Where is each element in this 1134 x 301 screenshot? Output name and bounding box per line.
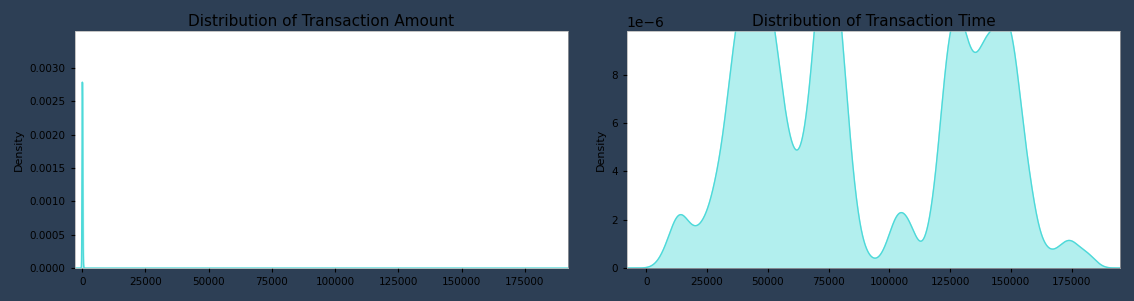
- Y-axis label: Density: Density: [595, 129, 606, 171]
- Y-axis label: Density: Density: [14, 129, 24, 171]
- Title: Distribution of Transaction Time: Distribution of Transaction Time: [752, 14, 996, 29]
- Title: Distribution of Transaction Amount: Distribution of Transaction Amount: [188, 14, 455, 29]
